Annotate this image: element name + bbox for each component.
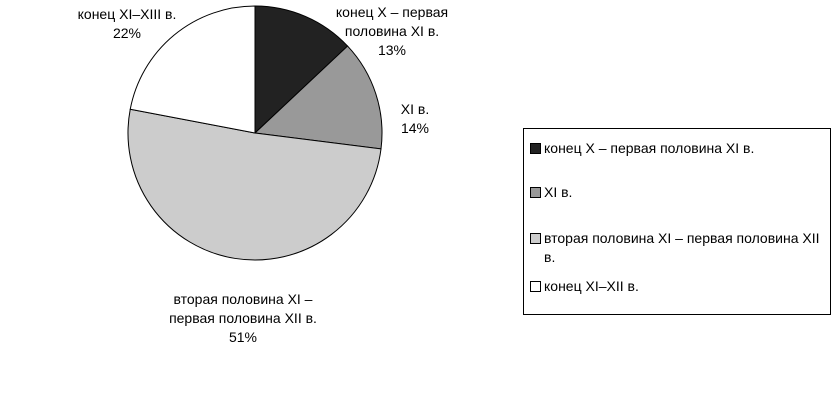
legend-entry: вторая половина XI – первая половина XII… <box>530 229 830 267</box>
legend: конец X – первая половина XI в. XI в. втор… <box>523 128 831 315</box>
legend-label: XI в. <box>544 184 573 200</box>
legend-swatch <box>530 281 541 292</box>
slice-label: XI в. 14% <box>375 100 455 138</box>
slice-label-text: конец X – первая половина XI в. <box>335 4 449 39</box>
pie-slice <box>253 45 383 150</box>
slice-label-text: вторая половина XI – первая половина XII… <box>169 291 317 326</box>
legend-swatch <box>530 187 541 198</box>
legend-entry: конец X – первая половина XI в. <box>530 139 830 158</box>
pie-slice <box>254 5 349 135</box>
pie-slice <box>127 108 382 261</box>
legend-entry: конец XI–XII в. <box>530 277 830 296</box>
slice-value-label: 51% <box>228 329 258 345</box>
slice-value-label: 14% <box>400 120 430 136</box>
slice-label-text: XI в. <box>400 101 430 117</box>
legend-swatch <box>530 143 541 154</box>
slice-label: конец X – первая половина XI в. 13% <box>317 3 467 60</box>
legend-swatch <box>530 233 541 244</box>
slice-value-label: 22% <box>112 25 142 41</box>
pie-slice <box>129 5 256 134</box>
legend-label: конец XI–XII в. <box>544 278 639 294</box>
slice-value-label: 13% <box>377 42 407 58</box>
slice-label: вторая половина XI – первая половина XII… <box>168 290 318 347</box>
slice-label: конец XI–XIII в. 22% <box>52 5 202 43</box>
slice-label-text: конец XI–XIII в. <box>77 6 177 22</box>
legend-entry: XI в. <box>530 183 830 202</box>
legend-label: конец X – первая половина XI в. <box>544 140 755 156</box>
legend-label: вторая половина XI – первая половина XII… <box>544 230 820 265</box>
